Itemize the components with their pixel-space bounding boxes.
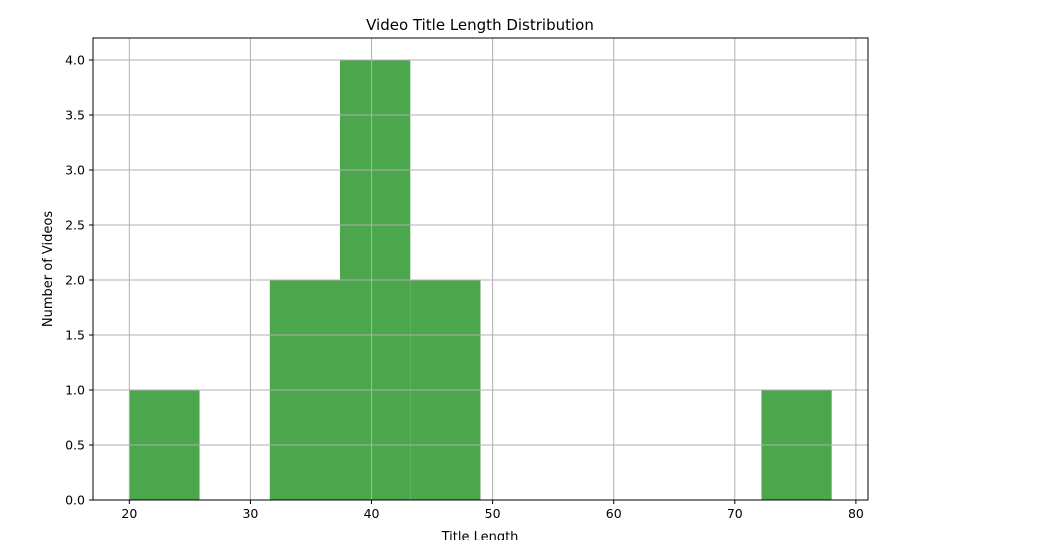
y-tick-label: 0.0 xyxy=(65,493,85,508)
x-tick-label: 40 xyxy=(364,506,380,521)
y-tick-label: 1.0 xyxy=(65,383,85,398)
y-tick-label: 1.5 xyxy=(65,328,85,343)
x-tick-label: 60 xyxy=(606,506,622,521)
y-tick-label: 0.5 xyxy=(65,438,85,453)
chart-title: Video Title Length Distribution xyxy=(366,16,594,34)
x-tick-label: 50 xyxy=(485,506,501,521)
x-tick-label: 20 xyxy=(121,506,137,521)
x-axis-label: Title Length xyxy=(441,530,519,540)
plot-frame xyxy=(92,37,869,501)
x-tick-label: 30 xyxy=(242,506,258,521)
y-tick-label: 2.0 xyxy=(65,273,85,288)
y-tick-label: 3.5 xyxy=(65,108,85,123)
y-tick-label: 3.0 xyxy=(65,163,85,178)
y-tick-label: 4.0 xyxy=(65,53,85,68)
x-tick-label: 70 xyxy=(727,506,743,521)
x-tick-label: 80 xyxy=(848,506,864,521)
y-axis-label: Number of Videos xyxy=(41,211,56,327)
y-tick-label: 2.5 xyxy=(65,218,85,233)
axis-ticks: 20 30 40 50 60 70 80 0.0 0.5 1.0 1.5 2.0 2.5 3.0 3.5 4.… xyxy=(65,53,864,522)
